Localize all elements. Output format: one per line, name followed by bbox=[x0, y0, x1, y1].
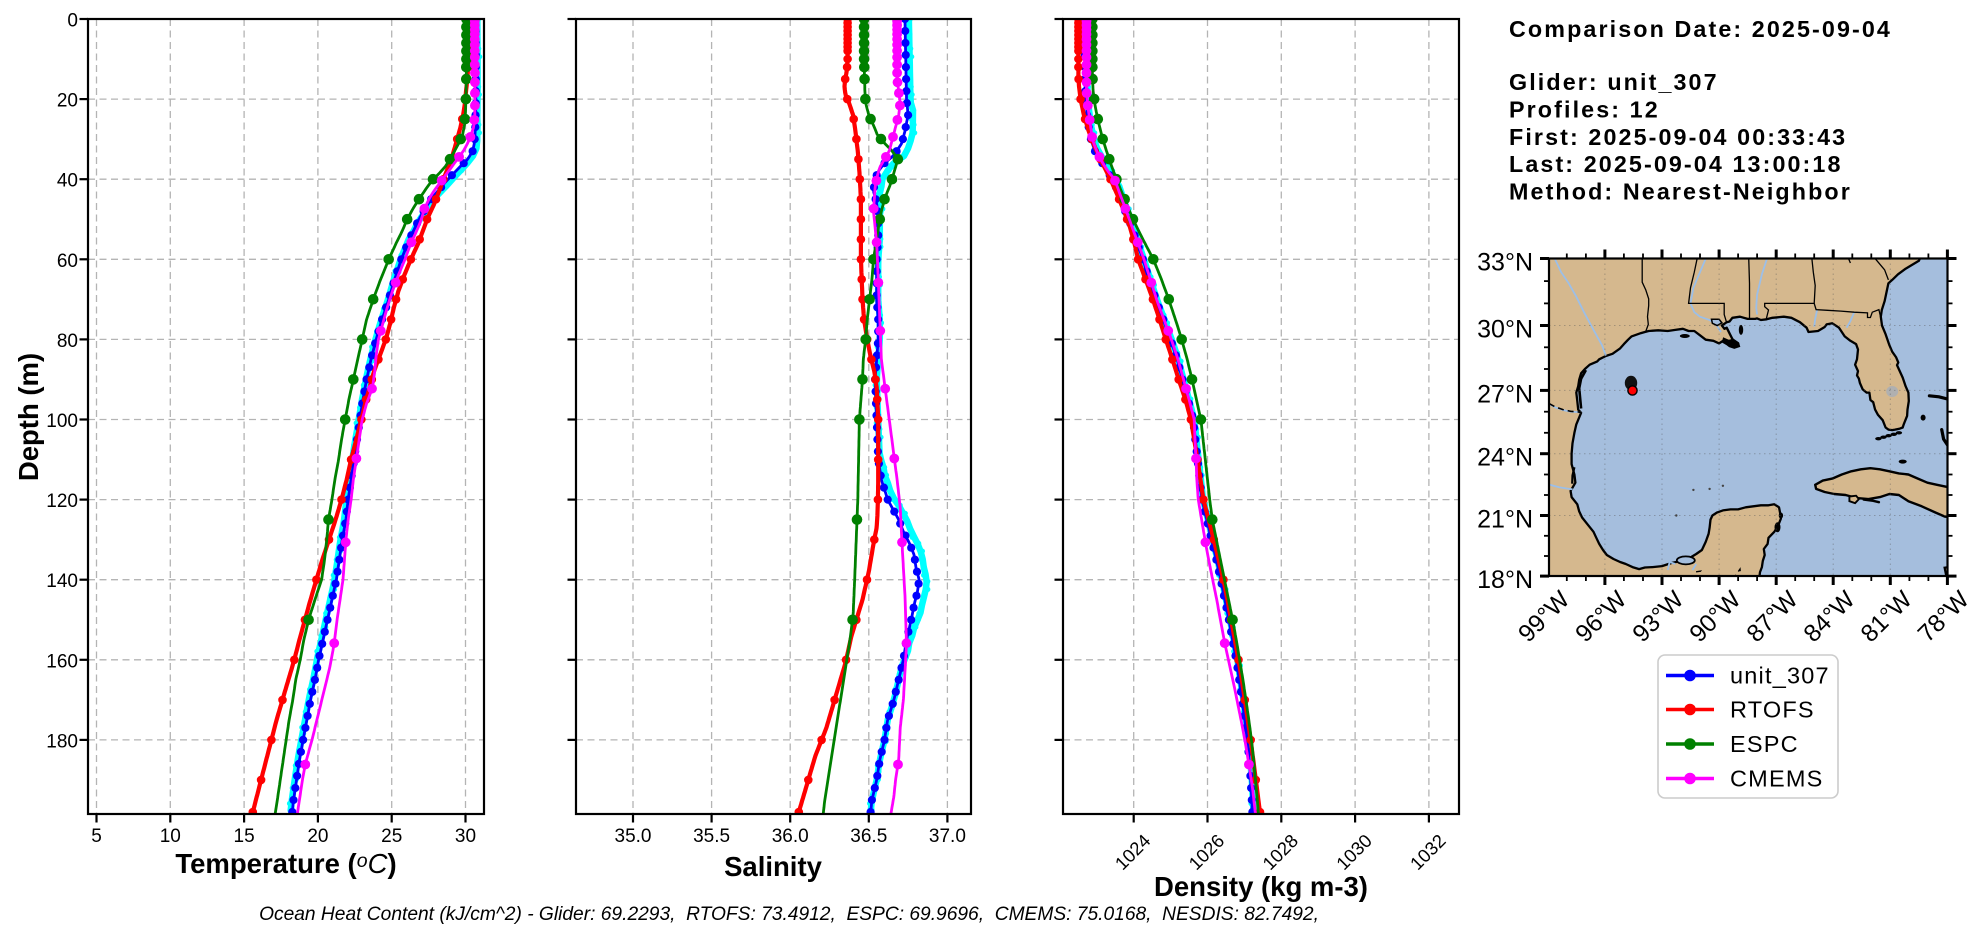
svg-text:5: 5 bbox=[91, 826, 102, 847]
svg-text:RTOFS: RTOFS bbox=[1730, 697, 1815, 723]
svg-text:ESPC: ESPC bbox=[1730, 731, 1799, 757]
svg-text:Ocean Heat Content (kJ/cm^2) -: Ocean Heat Content (kJ/cm^2) - Glider: 6… bbox=[259, 904, 1319, 925]
svg-text:27°N: 27°N bbox=[1477, 380, 1533, 408]
svg-text:30°N: 30°N bbox=[1477, 316, 1533, 344]
svg-text:40: 40 bbox=[57, 171, 78, 192]
svg-text:20: 20 bbox=[57, 91, 78, 112]
svg-text:18°N: 18°N bbox=[1477, 566, 1533, 594]
svg-text:100: 100 bbox=[46, 411, 78, 432]
svg-text:35.0: 35.0 bbox=[615, 826, 652, 847]
svg-text:15: 15 bbox=[234, 826, 255, 847]
svg-text:Profiles: 12: Profiles: 12 bbox=[1509, 97, 1660, 123]
svg-text:35.5: 35.5 bbox=[693, 826, 730, 847]
svg-text:Method: Nearest-Neighbor: Method: Nearest-Neighbor bbox=[1509, 179, 1852, 205]
svg-text:CMEMS: CMEMS bbox=[1730, 766, 1823, 792]
svg-text:25: 25 bbox=[381, 826, 402, 847]
svg-text:33°N: 33°N bbox=[1477, 249, 1533, 277]
svg-text:Depth (m): Depth (m) bbox=[13, 353, 44, 481]
svg-text:30: 30 bbox=[455, 826, 476, 847]
svg-text:160: 160 bbox=[46, 651, 78, 672]
svg-text:Salinity: Salinity bbox=[724, 851, 823, 882]
svg-text:60: 60 bbox=[57, 251, 78, 272]
svg-text:unit_307: unit_307 bbox=[1730, 663, 1830, 689]
svg-text:First: 2025-09-04 00:33:43: First: 2025-09-04 00:33:43 bbox=[1509, 124, 1847, 150]
svg-text:36.5: 36.5 bbox=[850, 826, 887, 847]
svg-text:Density (kg m-3): Density (kg m-3) bbox=[1154, 871, 1368, 902]
svg-text:37.0: 37.0 bbox=[929, 826, 966, 847]
svg-text:24°N: 24°N bbox=[1477, 444, 1533, 472]
svg-text:80: 80 bbox=[57, 331, 78, 352]
svg-text:Glider: unit_307: Glider: unit_307 bbox=[1509, 69, 1719, 95]
svg-text:180: 180 bbox=[46, 731, 78, 752]
svg-text:Comparison Date: 2025-09-04: Comparison Date: 2025-09-04 bbox=[1509, 16, 1892, 42]
svg-text:21°N: 21°N bbox=[1477, 506, 1533, 534]
svg-text:10: 10 bbox=[160, 826, 181, 847]
svg-text:140: 140 bbox=[46, 571, 78, 592]
svg-text:Last: 2025-09-04 13:00:18: Last: 2025-09-04 13:00:18 bbox=[1509, 151, 1843, 177]
svg-text:36.0: 36.0 bbox=[772, 826, 809, 847]
svg-text:20: 20 bbox=[307, 826, 328, 847]
svg-text:0: 0 bbox=[67, 11, 78, 32]
svg-text:120: 120 bbox=[46, 491, 78, 512]
